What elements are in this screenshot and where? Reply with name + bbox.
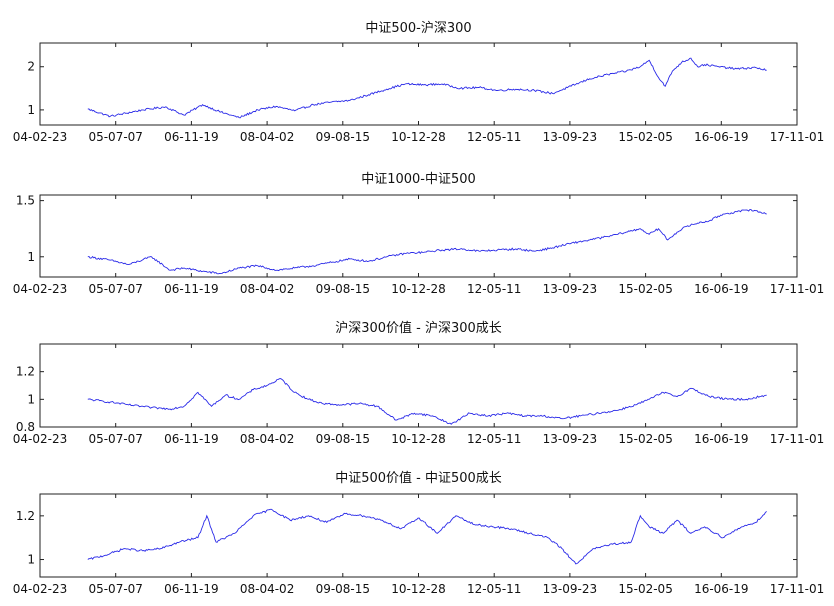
y-tick-label: 1 [27,392,35,406]
x-tick-label: 10-12-28 [391,582,445,596]
x-tick-label: 15-02-05 [618,432,672,446]
x-tick-label: 12-05-11 [467,432,521,446]
x-tick-label: 09-08-15 [316,432,370,446]
series-line [87,57,767,119]
x-tick-label: 16-06-19 [694,282,748,296]
x-tick-label: 05-07-07 [88,130,142,144]
x-tick-label: 04-02-23 [13,130,67,144]
series-line [87,378,767,425]
x-tick-label: 15-02-05 [618,582,672,596]
series-line [87,508,767,565]
series-line [87,209,767,275]
y-tick-label: 1 [27,103,35,117]
x-tick-label: 17-11-01 [770,130,824,144]
x-tick-label: 10-12-28 [391,282,445,296]
x-tick-label: 12-05-11 [467,282,521,296]
x-tick-label: 13-09-23 [543,582,597,596]
y-tick-label: 2 [27,60,35,74]
y-tick-label: 1.2 [16,365,35,379]
x-tick-label: 15-02-05 [618,282,672,296]
x-tick-label: 08-04-02 [240,432,294,446]
x-tick-label: 12-05-11 [467,582,521,596]
x-tick-label: 04-02-23 [13,282,67,296]
x-tick-label: 08-04-02 [240,130,294,144]
x-tick-label: 06-11-19 [164,432,218,446]
x-tick-label: 13-09-23 [543,282,597,296]
x-tick-label: 04-02-23 [13,582,67,596]
x-tick-label: 12-05-11 [467,130,521,144]
x-tick-label: 06-11-19 [164,130,218,144]
x-tick-label: 05-07-07 [88,582,142,596]
chart-panel-4: 中证500价值 - 中证500成长 1 1.2 04-02-23 05-07-07 06-… [13,470,824,596]
x-tick-label: 09-08-15 [316,130,370,144]
x-tick-label: 06-11-19 [164,282,218,296]
y-tick-label: 0.8 [16,420,35,434]
chart-panel-3: 沪深300价值 - 沪深300成长 0.8 1 1.2 04-02-23 05-07-07… [13,320,824,446]
y-tick-label: 1.2 [16,509,35,523]
plot-frame [39,493,798,578]
x-tick-label: 06-11-19 [164,582,218,596]
x-tick-label: 10-12-28 [391,432,445,446]
x-tick-label: 16-06-19 [694,582,748,596]
x-tick-label: 08-04-02 [240,282,294,296]
y-tick-label: 1 [27,553,35,567]
x-tick-label: 17-11-01 [770,432,824,446]
x-tick-label: 04-02-23 [13,432,67,446]
x-tick-label: 08-04-02 [240,582,294,596]
chart-panel-2: 中证1000-中证500 1 1.5 04-02-23 05-07-07 06-11-19… [13,172,824,296]
y-tick-label: 1 [27,250,35,264]
x-tick-label: 05-07-07 [88,282,142,296]
chart-panel-1: 中证500-沪深300 1 2 04-02-23 05-07-07 06-11-19 08-… [13,20,824,144]
x-tick-label: 17-11-01 [770,582,824,596]
x-tick-label: 17-11-01 [770,282,824,296]
chart-title: 中证1000-中证500 [361,172,476,187]
x-tick-label: 13-09-23 [543,130,597,144]
x-tick-label: 09-08-15 [316,582,370,596]
x-tick-label: 10-12-28 [391,130,445,144]
x-tick-label: 09-08-15 [316,282,370,296]
x-tick-label: 15-02-05 [618,130,672,144]
x-tick-label: 16-06-19 [694,432,748,446]
x-tick-label: 05-07-07 [88,432,142,446]
chart-title: 中证500-沪深300 [365,20,471,36]
x-tick-label: 16-06-19 [694,130,748,144]
chart-title: 沪深300价值 - 沪深300成长 [335,320,502,336]
x-tick-label: 13-09-23 [543,432,597,446]
y-tick-label: 1.5 [16,194,35,208]
chart-title: 中证500价值 - 中证500成长 [335,470,502,486]
plot-frame [39,194,798,278]
